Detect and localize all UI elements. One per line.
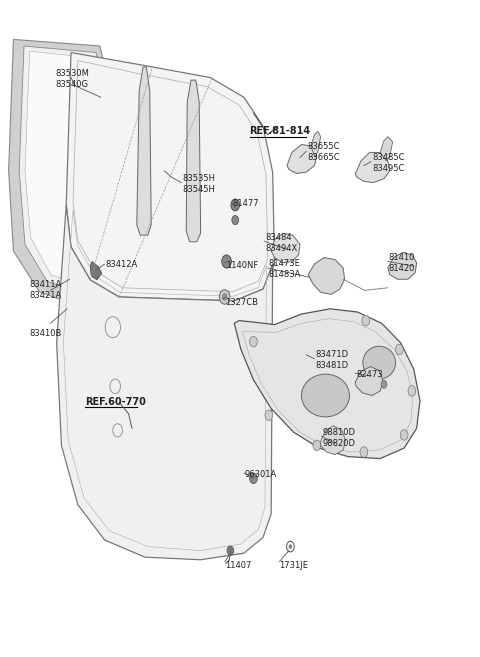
Circle shape — [250, 336, 257, 347]
Text: 83655C
83665C: 83655C 83665C — [307, 143, 340, 162]
Text: 83484
83494X: 83484 83494X — [265, 233, 297, 253]
Circle shape — [265, 410, 273, 420]
Polygon shape — [9, 39, 114, 304]
Circle shape — [289, 545, 292, 549]
Polygon shape — [19, 46, 109, 292]
Text: 83411A
83421A: 83411A 83421A — [30, 281, 62, 300]
Text: 83530M
83540G: 83530M 83540G — [55, 69, 89, 89]
Circle shape — [362, 315, 370, 326]
Text: REF.60-770: REF.60-770 — [85, 397, 146, 407]
Polygon shape — [311, 131, 321, 156]
Polygon shape — [308, 258, 345, 294]
Circle shape — [408, 386, 416, 396]
Text: 81473E
81483A: 81473E 81483A — [269, 259, 301, 279]
Circle shape — [396, 344, 403, 355]
Circle shape — [222, 294, 227, 300]
Circle shape — [232, 215, 239, 225]
Polygon shape — [25, 51, 105, 284]
Circle shape — [227, 546, 234, 555]
Polygon shape — [271, 233, 300, 263]
Circle shape — [231, 199, 240, 211]
Circle shape — [400, 430, 408, 440]
Text: 1327CB: 1327CB — [225, 298, 258, 307]
Ellipse shape — [301, 374, 349, 417]
Circle shape — [222, 255, 231, 268]
Polygon shape — [57, 205, 273, 560]
Text: 1140NF: 1140NF — [226, 261, 258, 270]
Ellipse shape — [363, 346, 396, 379]
Text: 82473: 82473 — [356, 370, 383, 379]
Polygon shape — [186, 80, 201, 242]
Polygon shape — [380, 137, 393, 161]
Text: 83535H
83545H: 83535H 83545H — [182, 174, 216, 194]
Polygon shape — [137, 67, 151, 235]
Text: 1731JE: 1731JE — [279, 560, 308, 570]
Circle shape — [360, 447, 368, 457]
Circle shape — [313, 440, 321, 451]
Text: 81477: 81477 — [233, 199, 259, 208]
Polygon shape — [355, 152, 390, 183]
Text: 96301A: 96301A — [245, 470, 277, 479]
Text: REF.81-814: REF.81-814 — [250, 126, 311, 137]
Polygon shape — [287, 145, 317, 173]
Circle shape — [381, 380, 387, 388]
Text: 11407: 11407 — [225, 560, 251, 570]
Text: 83412A: 83412A — [106, 260, 138, 269]
Polygon shape — [90, 261, 102, 280]
Text: 98810D
98820D: 98810D 98820D — [323, 428, 356, 447]
Polygon shape — [388, 252, 417, 279]
Circle shape — [219, 290, 230, 304]
Polygon shape — [66, 53, 275, 301]
Text: 83471D
83481D: 83471D 83481D — [316, 350, 349, 370]
Polygon shape — [355, 367, 383, 396]
Circle shape — [250, 473, 257, 484]
Polygon shape — [321, 426, 346, 455]
Polygon shape — [234, 309, 420, 459]
Text: 81410
81420: 81410 81420 — [389, 253, 415, 273]
Text: 83410B: 83410B — [30, 329, 62, 338]
Text: 83485C
83495C: 83485C 83495C — [372, 153, 405, 173]
